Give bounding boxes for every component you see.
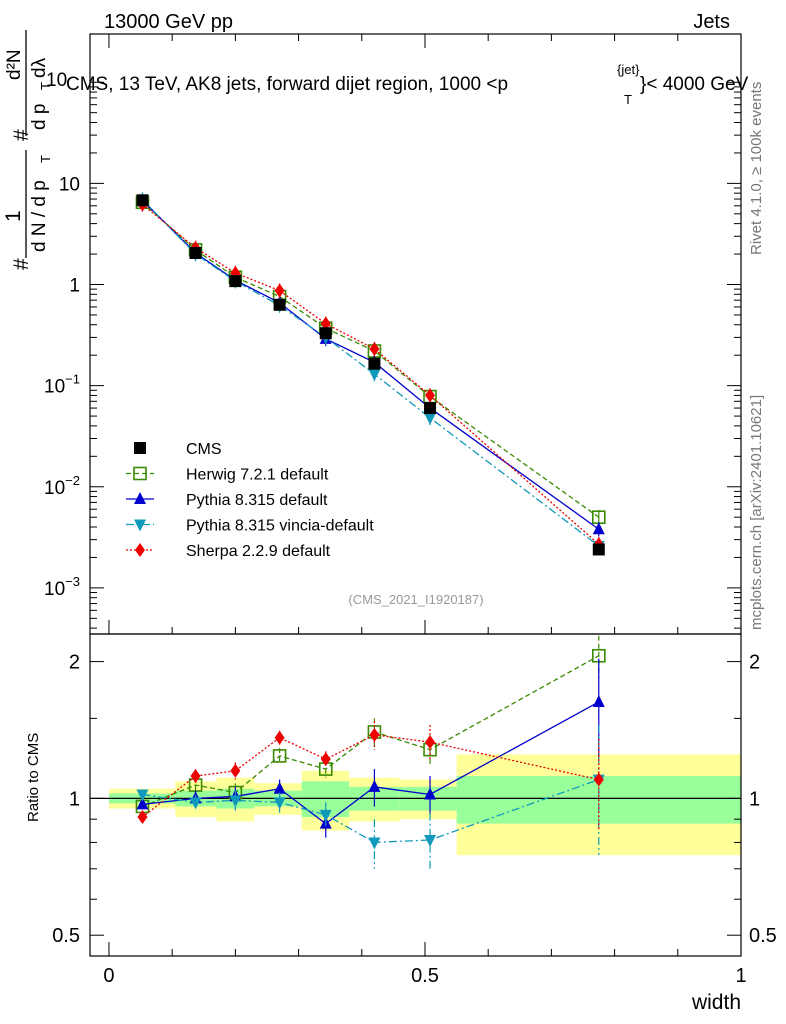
ratio-point-sherpa (190, 769, 201, 784)
ylabel-dn: d N / d p (29, 180, 50, 252)
ratio-line-herwig (142, 655, 600, 808)
legend-label-herwig: Herwig 7.2.1 default (186, 467, 329, 484)
point-cms (592, 543, 605, 556)
title-sup: {jet} (617, 62, 640, 77)
point-sherpa (274, 283, 285, 298)
legend: CMS Herwig 7.2.1 default Pythia 8.315 defa… (126, 441, 374, 560)
legend-label-cms: CMS (186, 441, 222, 458)
ratio-point-vincia (368, 837, 381, 850)
ratio-line-pythia (142, 701, 600, 825)
ylabel-second-den-tail: dλ (29, 57, 50, 78)
y-tick-label-main: 10−3 (44, 574, 80, 600)
ylabel-dn-sub: T (38, 155, 53, 163)
legend-label-sherpa: Sherpa 2.2.9 default (186, 543, 331, 560)
point-cms (136, 194, 149, 207)
ylabel-second-den: d p (29, 104, 50, 130)
point-cms (368, 357, 381, 370)
legend-marker-pythia (134, 492, 146, 504)
legend-marker-sherpa (135, 543, 145, 557)
ratio-panel (90, 635, 741, 872)
point-cms (424, 402, 437, 415)
main-panel (135, 192, 606, 556)
ratio-point-pythia (424, 787, 437, 800)
ylabel-one: 1 (2, 210, 25, 222)
y-tick-label-ratio: 1 (69, 788, 80, 810)
y-tick-label-ratio-right: 0.5 (749, 925, 777, 947)
point-pythia (592, 522, 605, 535)
ratio-point-vincia (189, 797, 202, 810)
line-sherpa (142, 203, 600, 545)
point-vincia (424, 412, 437, 425)
header-right: Jets (693, 11, 730, 33)
ratio-point-sherpa (137, 810, 148, 825)
line-herwig (142, 201, 600, 518)
ylabel-second-den-sub: T (38, 82, 53, 90)
ratio-point-sherpa (593, 772, 604, 787)
point-sherpa (369, 342, 380, 357)
ratio-point-vincia (319, 809, 332, 822)
point-sherpa (425, 388, 436, 403)
legend-marker-cms (134, 442, 146, 454)
title-sub: T (624, 92, 632, 107)
x-tick-label: 1 (735, 965, 746, 987)
line-pythia (142, 199, 600, 530)
y-axis-label: # 1 d N / d p T # d²N d p T dλ (2, 30, 53, 270)
analysis-tag: (CMS_2021_I1920187) (348, 592, 483, 607)
y-tick-label-main: 10−1 (44, 372, 80, 398)
point-cms (229, 275, 242, 288)
ratio-point-sherpa (320, 752, 331, 767)
ratio-point-sherpa (425, 735, 436, 750)
mcplots-label: mcplots.cern.ch [arXiv:2401.10621] (748, 395, 765, 630)
title-prefix: 10 (46, 70, 67, 91)
x-axis-label: width (691, 991, 741, 1014)
legend-marker-vincia (134, 519, 146, 532)
ratio-point-pythia (368, 779, 381, 792)
ratio-point-vincia (424, 834, 437, 847)
header-left: 13000 GeV pp (104, 11, 233, 33)
ratio-point-vincia (229, 795, 242, 808)
chart-title: 10 CMS, 13 TeV, AK8 jets, forward dijet … (46, 62, 749, 107)
y-tick-label-ratio-right: 1 (749, 788, 760, 810)
legend-marker-herwig (133, 466, 147, 481)
ratio-frame (89, 633, 742, 957)
ratio-point-herwig (272, 749, 287, 763)
ratio-point-sherpa (369, 727, 380, 742)
rivet-label: Rivet 4.1.0, ≥ 100k events (748, 82, 765, 255)
ratio-line-vincia (142, 778, 600, 844)
legend-label-vincia: Pythia 8.315 vincia-default (186, 518, 374, 535)
ratio-point-vincia (273, 797, 286, 810)
point-cms (273, 298, 286, 311)
ratio-point-pythia (273, 781, 286, 794)
point-vincia (368, 369, 381, 382)
ylabel-second-num: d²N (4, 49, 25, 80)
ylabel-hash-second: # (10, 129, 33, 141)
point-cms (319, 327, 332, 340)
ylabel-hash-main: # (10, 258, 33, 270)
title-text: CMS, 13 TeV, AK8 jets, forward dijet reg… (66, 74, 508, 95)
y-tick-label-ratio-right: 2 (749, 652, 760, 674)
x-tick-label: 0 (103, 965, 114, 987)
point-sherpa (320, 316, 331, 331)
point-cms (189, 246, 202, 259)
y-tick-label-main: 10 (59, 174, 80, 195)
y-tick-label-main: 1 (69, 276, 80, 297)
y-tick-label-ratio: 0.5 (52, 925, 80, 947)
x-tick-label: 0.5 (411, 965, 439, 987)
ratio-line-sherpa (142, 734, 599, 818)
y-axis-label-ratio: Ratio to CMS (25, 733, 42, 822)
ratio-point-pythia (592, 694, 605, 707)
title-tail: }< 4000 GeV (640, 74, 749, 95)
ratio-point-pythia (136, 797, 149, 810)
ratio-point-sherpa (274, 730, 285, 745)
legend-label-pythia: Pythia 8.315 default (186, 492, 328, 509)
ratio-point-vincia (136, 789, 149, 802)
y-tick-label-ratio: 2 (69, 652, 80, 674)
line-vincia (141, 199, 600, 547)
ratio-point-sherpa (230, 763, 241, 778)
y-tick-label-main: 10−2 (44, 473, 80, 499)
